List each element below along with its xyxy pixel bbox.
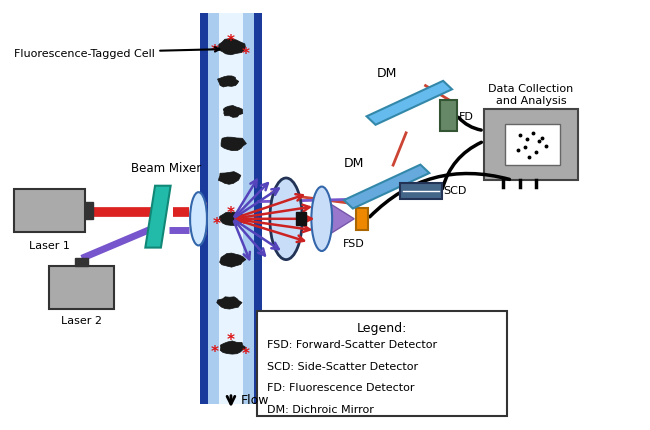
Text: Beam Mixer: Beam Mixer [131,161,202,174]
Text: Fluorescence-Tagged Cell: Fluorescence-Tagged Cell [14,48,219,58]
Bar [296,213,306,226]
Text: *: * [211,345,219,359]
Text: Legend:: Legend: [357,321,407,334]
Text: *: * [227,34,235,49]
Bar [75,259,88,267]
Bar [441,101,457,132]
Polygon shape [367,82,452,126]
Bar [400,184,442,200]
Ellipse shape [311,187,332,252]
Polygon shape [220,254,246,267]
Ellipse shape [190,193,207,246]
Text: *: * [241,47,249,62]
Polygon shape [344,165,430,209]
Text: SCD: SCD [444,185,467,195]
Text: *: * [213,217,221,232]
Text: Laser 2: Laser 2 [61,316,102,326]
Bar [505,125,560,166]
Bar [484,110,578,181]
Polygon shape [218,40,245,55]
Text: Flow: Flow [240,393,269,406]
Polygon shape [218,77,239,88]
Polygon shape [220,341,246,354]
Polygon shape [216,297,242,309]
Bar [200,14,262,404]
Bar [85,202,93,219]
Text: *: * [241,346,249,361]
Text: SCD: Side-Scatter Detector: SCD: Side-Scatter Detector [266,361,418,371]
Polygon shape [219,212,244,226]
Text: FD: FD [459,111,473,121]
Polygon shape [218,172,241,185]
Text: DM: Dichroic Mirror: DM: Dichroic Mirror [266,404,374,414]
Text: FSD: Forward-Scatter Detector: FSD: Forward-Scatter Detector [266,339,437,349]
Bar [14,189,85,232]
Polygon shape [330,204,354,234]
Polygon shape [223,106,242,118]
Text: *: * [211,44,219,59]
Text: DM: DM [376,67,396,80]
Text: *: * [227,206,235,220]
Polygon shape [200,202,207,237]
Bar [257,311,506,416]
Text: Data Collection
and Analysis: Data Collection and Analysis [488,84,573,106]
Text: FD: Fluorescence Detector: FD: Fluorescence Detector [266,382,414,392]
Text: *: * [227,333,235,347]
Text: Laser 1: Laser 1 [29,241,70,251]
Ellipse shape [270,178,302,260]
Polygon shape [221,138,246,151]
Bar [356,208,368,230]
Bar [219,14,242,404]
Polygon shape [146,186,171,248]
Bar [49,267,114,309]
Text: DM: DM [344,157,365,170]
Text: *: * [240,217,248,232]
Bar [208,14,254,404]
Text: FSD: FSD [343,239,365,249]
